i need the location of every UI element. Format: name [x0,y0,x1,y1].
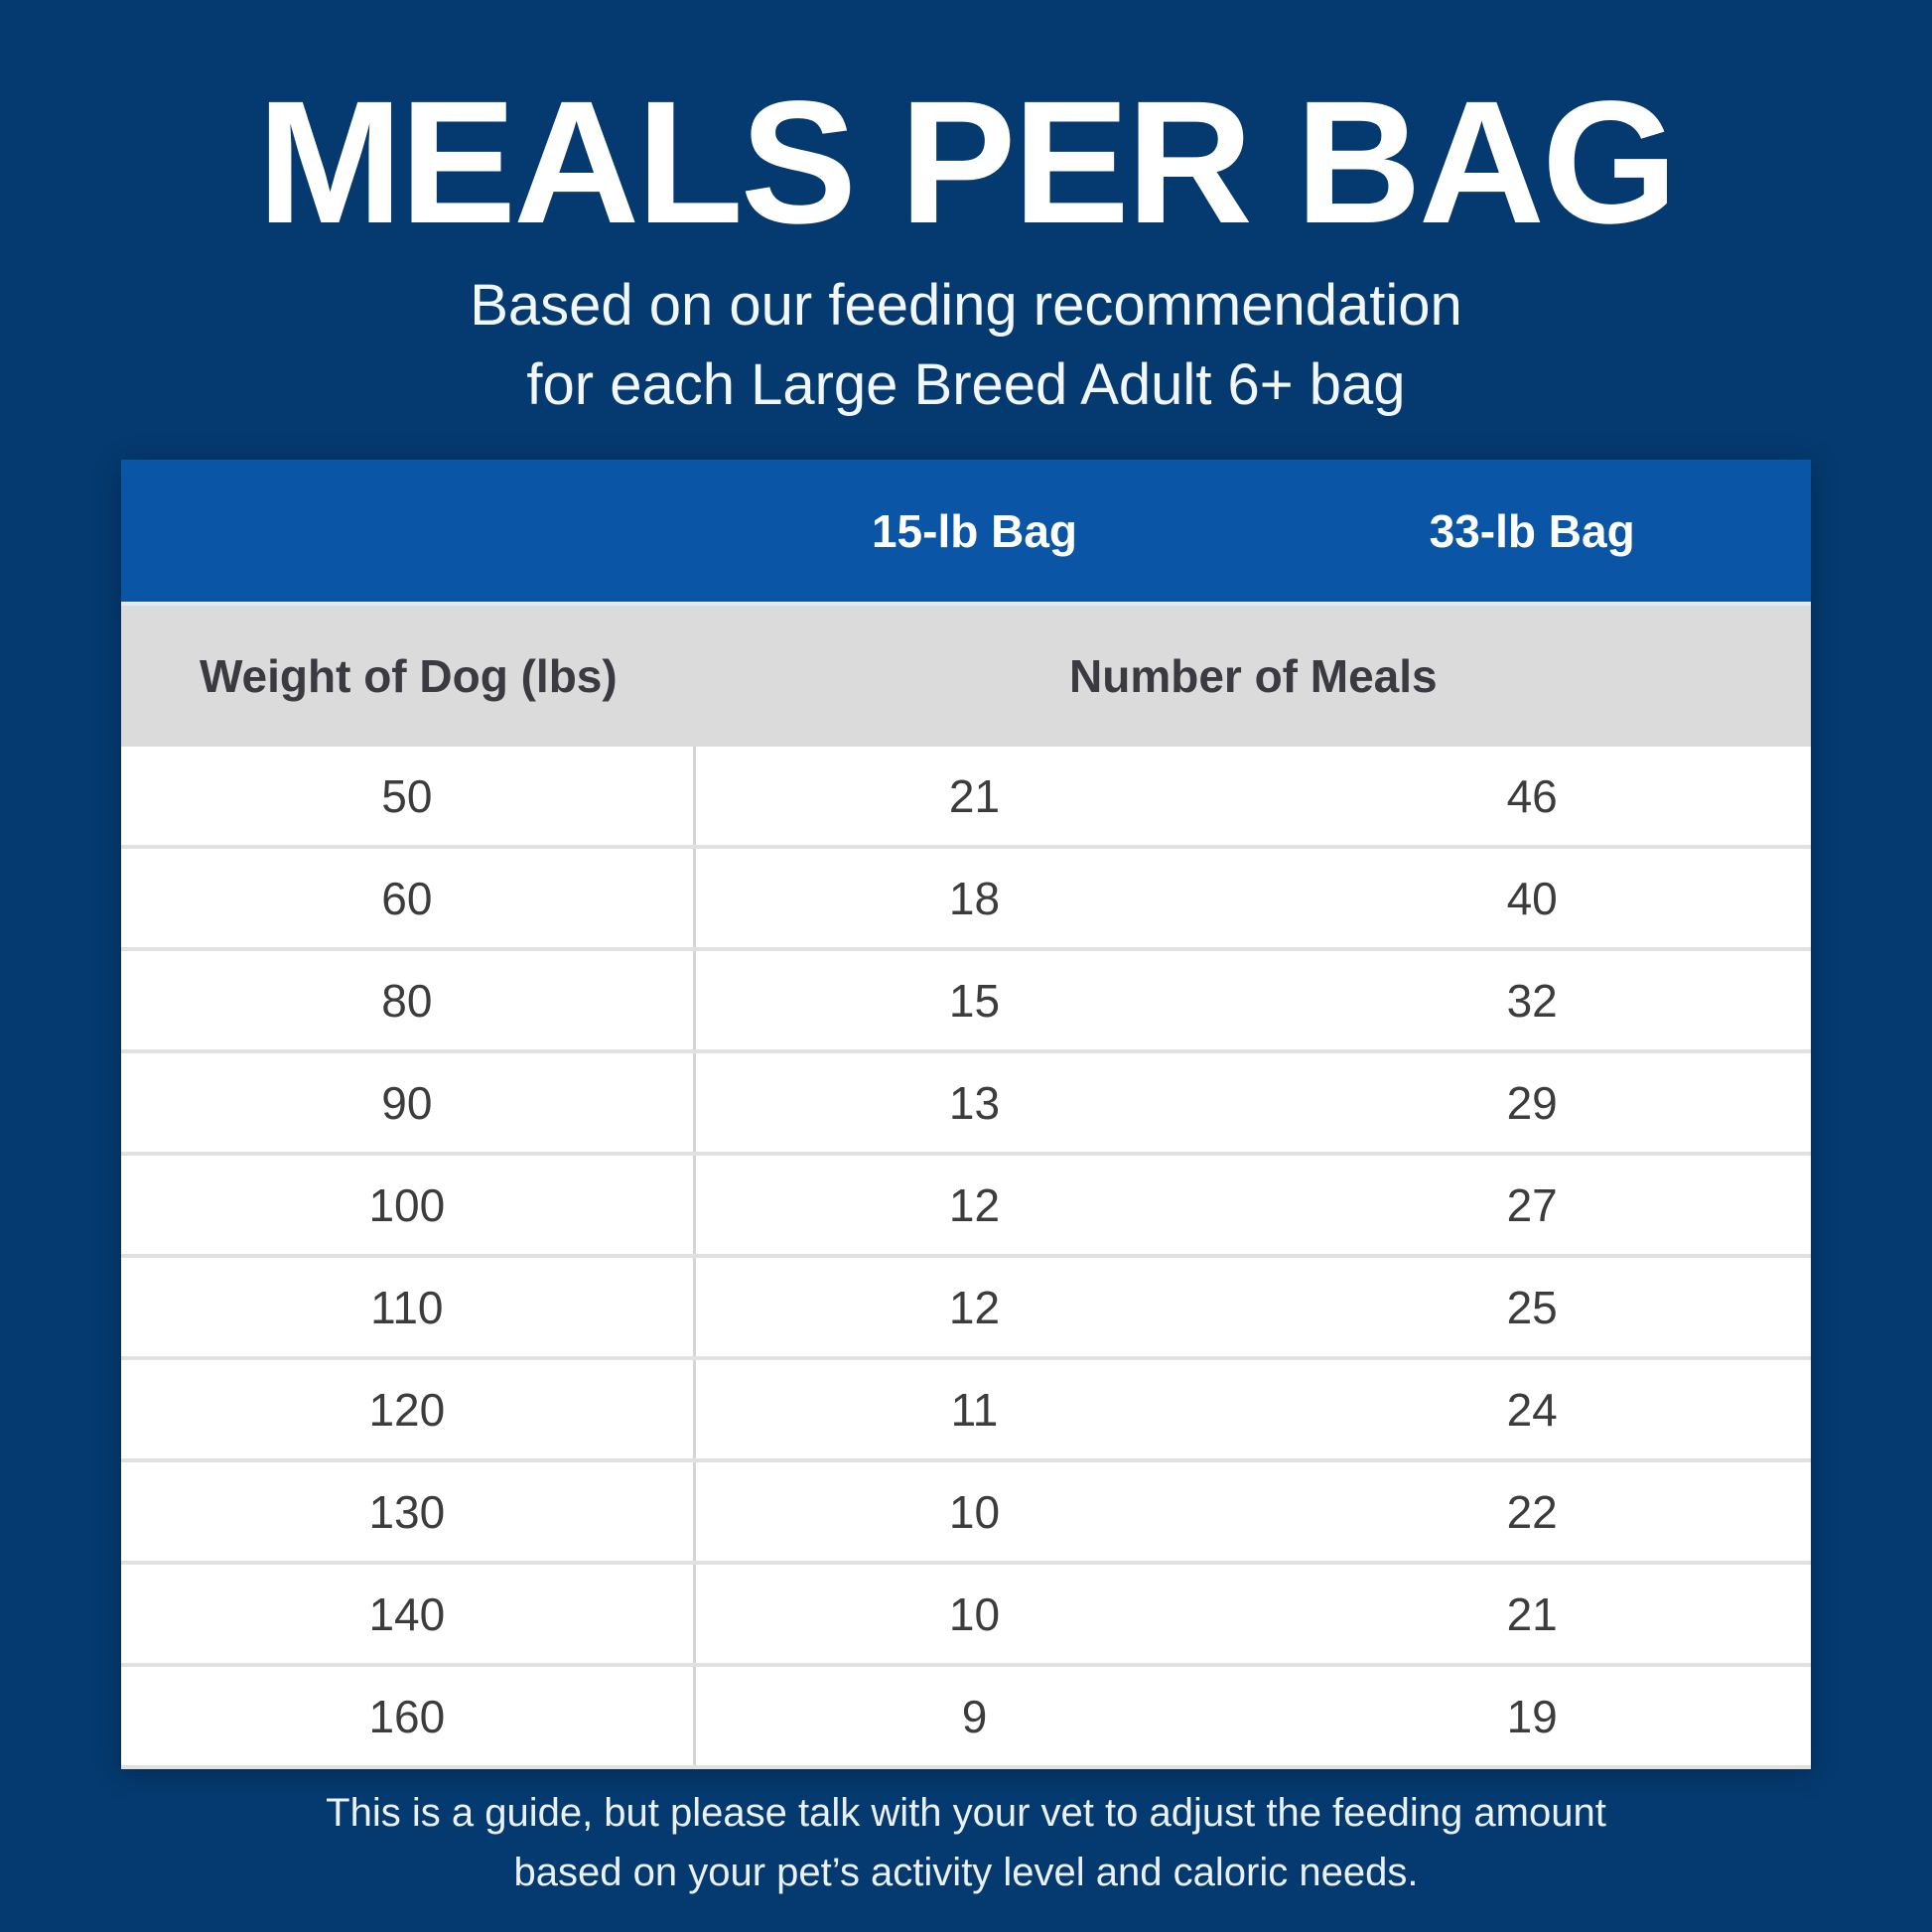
meals-15lb-cell: 11 [950,1383,999,1436]
weight-cell: 80 [121,951,696,1049]
footer-disclaimer: This is a guide, but please talk with yo… [326,1783,1606,1902]
weight-cell: 50 [121,747,696,845]
meals-33lb-cell: 19 [1506,1690,1558,1742]
table-row: 110 12 25 [121,1258,1811,1360]
meals-33lb-cell: 40 [1506,872,1558,924]
table-row: 90 13 29 [121,1053,1811,1156]
bag-header-spacer [121,460,696,602]
table-row: 130 10 22 [121,1462,1811,1565]
meals-15lb-cell: 12 [948,1281,1001,1333]
meals-33lb-cell: 22 [1506,1485,1558,1538]
meals-33lb-cell: 32 [1506,974,1558,1027]
meals-table: 15-lb Bag 33-lb Bag Weight of Dog (lbs) … [121,460,1811,1769]
meals-15lb-cell: 10 [948,1485,1001,1538]
meals-33lb-cell: 25 [1506,1281,1558,1333]
weight-cell: 160 [121,1667,696,1765]
weight-cell: 90 [121,1053,696,1152]
table-row: 80 15 32 [121,951,1811,1053]
meals-15lb-cell: 21 [948,769,1001,822]
bag-size-header-row: 15-lb Bag 33-lb Bag [121,460,1811,602]
meals-15lb-cell: 13 [948,1076,1001,1129]
meals-15lb-cell: 10 [948,1587,1001,1640]
table-row: 160 9 19 [121,1667,1811,1769]
table-row: 120 11 24 [121,1360,1811,1462]
meals-33lb-cell: 21 [1506,1587,1558,1640]
table-row: 60 18 40 [121,849,1811,951]
meals-15lb-cell: 15 [948,974,1001,1027]
subtitle: Based on our feeding recommendation for … [470,266,1462,425]
weight-cell: 140 [121,1565,696,1663]
weight-cell: 130 [121,1462,696,1561]
meals-33lb-cell: 29 [1506,1076,1558,1129]
footer-line-1: This is a guide, but please talk with yo… [326,1791,1606,1835]
weight-cell: 100 [121,1156,696,1254]
table-row: 50 21 46 [121,747,1811,849]
column-header-weight: Weight of Dog (lbs) [199,650,618,702]
weight-cell: 60 [121,849,696,947]
table-row: 140 10 21 [121,1565,1811,1667]
subtitle-line-1: Based on our feeding recommendation [470,273,1462,338]
meals-15lb-cell: 9 [961,1690,988,1742]
subheader-row: Weight of Dog (lbs) Number of Meals [121,602,1811,747]
meals-33lb-cell: 27 [1506,1178,1558,1231]
page-title: MEALS PER BAG [257,66,1678,260]
meals-33lb-cell: 24 [1506,1383,1558,1436]
weight-cell: 120 [121,1360,696,1458]
meals-33lb-cell: 46 [1506,769,1558,822]
table-row: 100 12 27 [121,1156,1811,1258]
column-header-number-of-meals: Number of Meals [1069,650,1438,702]
column-header-33lb-bag: 33-lb Bag [1429,504,1635,557]
subtitle-line-2: for each Large Breed Adult 6+ bag [526,352,1406,417]
weight-cell: 110 [121,1258,696,1356]
column-header-15lb-bag: 15-lb Bag [871,504,1078,557]
meals-15lb-cell: 12 [948,1178,1001,1231]
meals-15lb-cell: 18 [948,872,1001,924]
footer-line-2: based on your pet’s activity level and c… [513,1851,1419,1894]
